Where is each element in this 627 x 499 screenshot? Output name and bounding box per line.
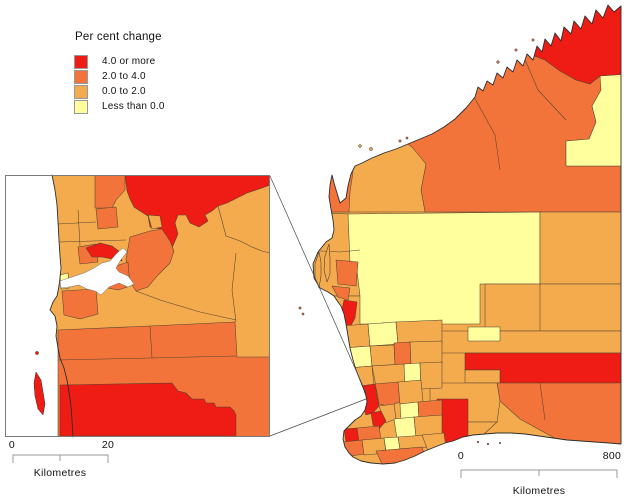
legend-label: 2.0 to 4.0 [102, 71, 146, 82]
legend: Per cent change 4.0 or more 2.0 to 4.0 0… [74, 31, 165, 114]
shark-bay-peninsulas [314, 243, 331, 289]
legend-swatch-yellow [74, 99, 88, 114]
garden-island [33, 351, 46, 416]
inset-scale-start: 0 [8, 439, 16, 451]
legend-swatch-orange [74, 69, 88, 84]
main-scale-unit: Kilometres [512, 485, 566, 497]
inset-border [5, 175, 270, 437]
connector-lines [269, 175, 367, 437]
legend-item: Less than 0.0 [74, 99, 165, 114]
wa-coastline [312, 4, 622, 465]
inset-map [5, 174, 270, 438]
inset-coastline [49, 174, 74, 438]
wa-regions [313, 5, 621, 464]
main-scale-start: 0 [457, 450, 465, 462]
inset-scale-end: 20 [101, 439, 115, 451]
swan-river [59, 247, 135, 296]
legend-swatch-red [74, 54, 88, 69]
main-map [298, 4, 622, 465]
legend-label: 0.0 to 2.0 [102, 86, 146, 97]
main-scalebar [460, 469, 618, 478]
legend-label: 4.0 or more [102, 56, 156, 67]
legend-label: Less than 0.0 [102, 101, 165, 112]
legend-item: 0.0 to 2.0 [74, 84, 165, 99]
legend-item: 2.0 to 4.0 [74, 69, 165, 84]
main-scale-end: 800 [602, 450, 622, 462]
inset-scalebar [12, 454, 109, 463]
legend-item: 4.0 or more [74, 54, 165, 69]
islands [298, 38, 535, 446]
legend-title: Per cent change [75, 31, 162, 43]
inset-regions [50, 175, 270, 437]
inset-scale-unit: Kilometres [33, 467, 87, 479]
legend-swatch-amber [74, 84, 88, 99]
